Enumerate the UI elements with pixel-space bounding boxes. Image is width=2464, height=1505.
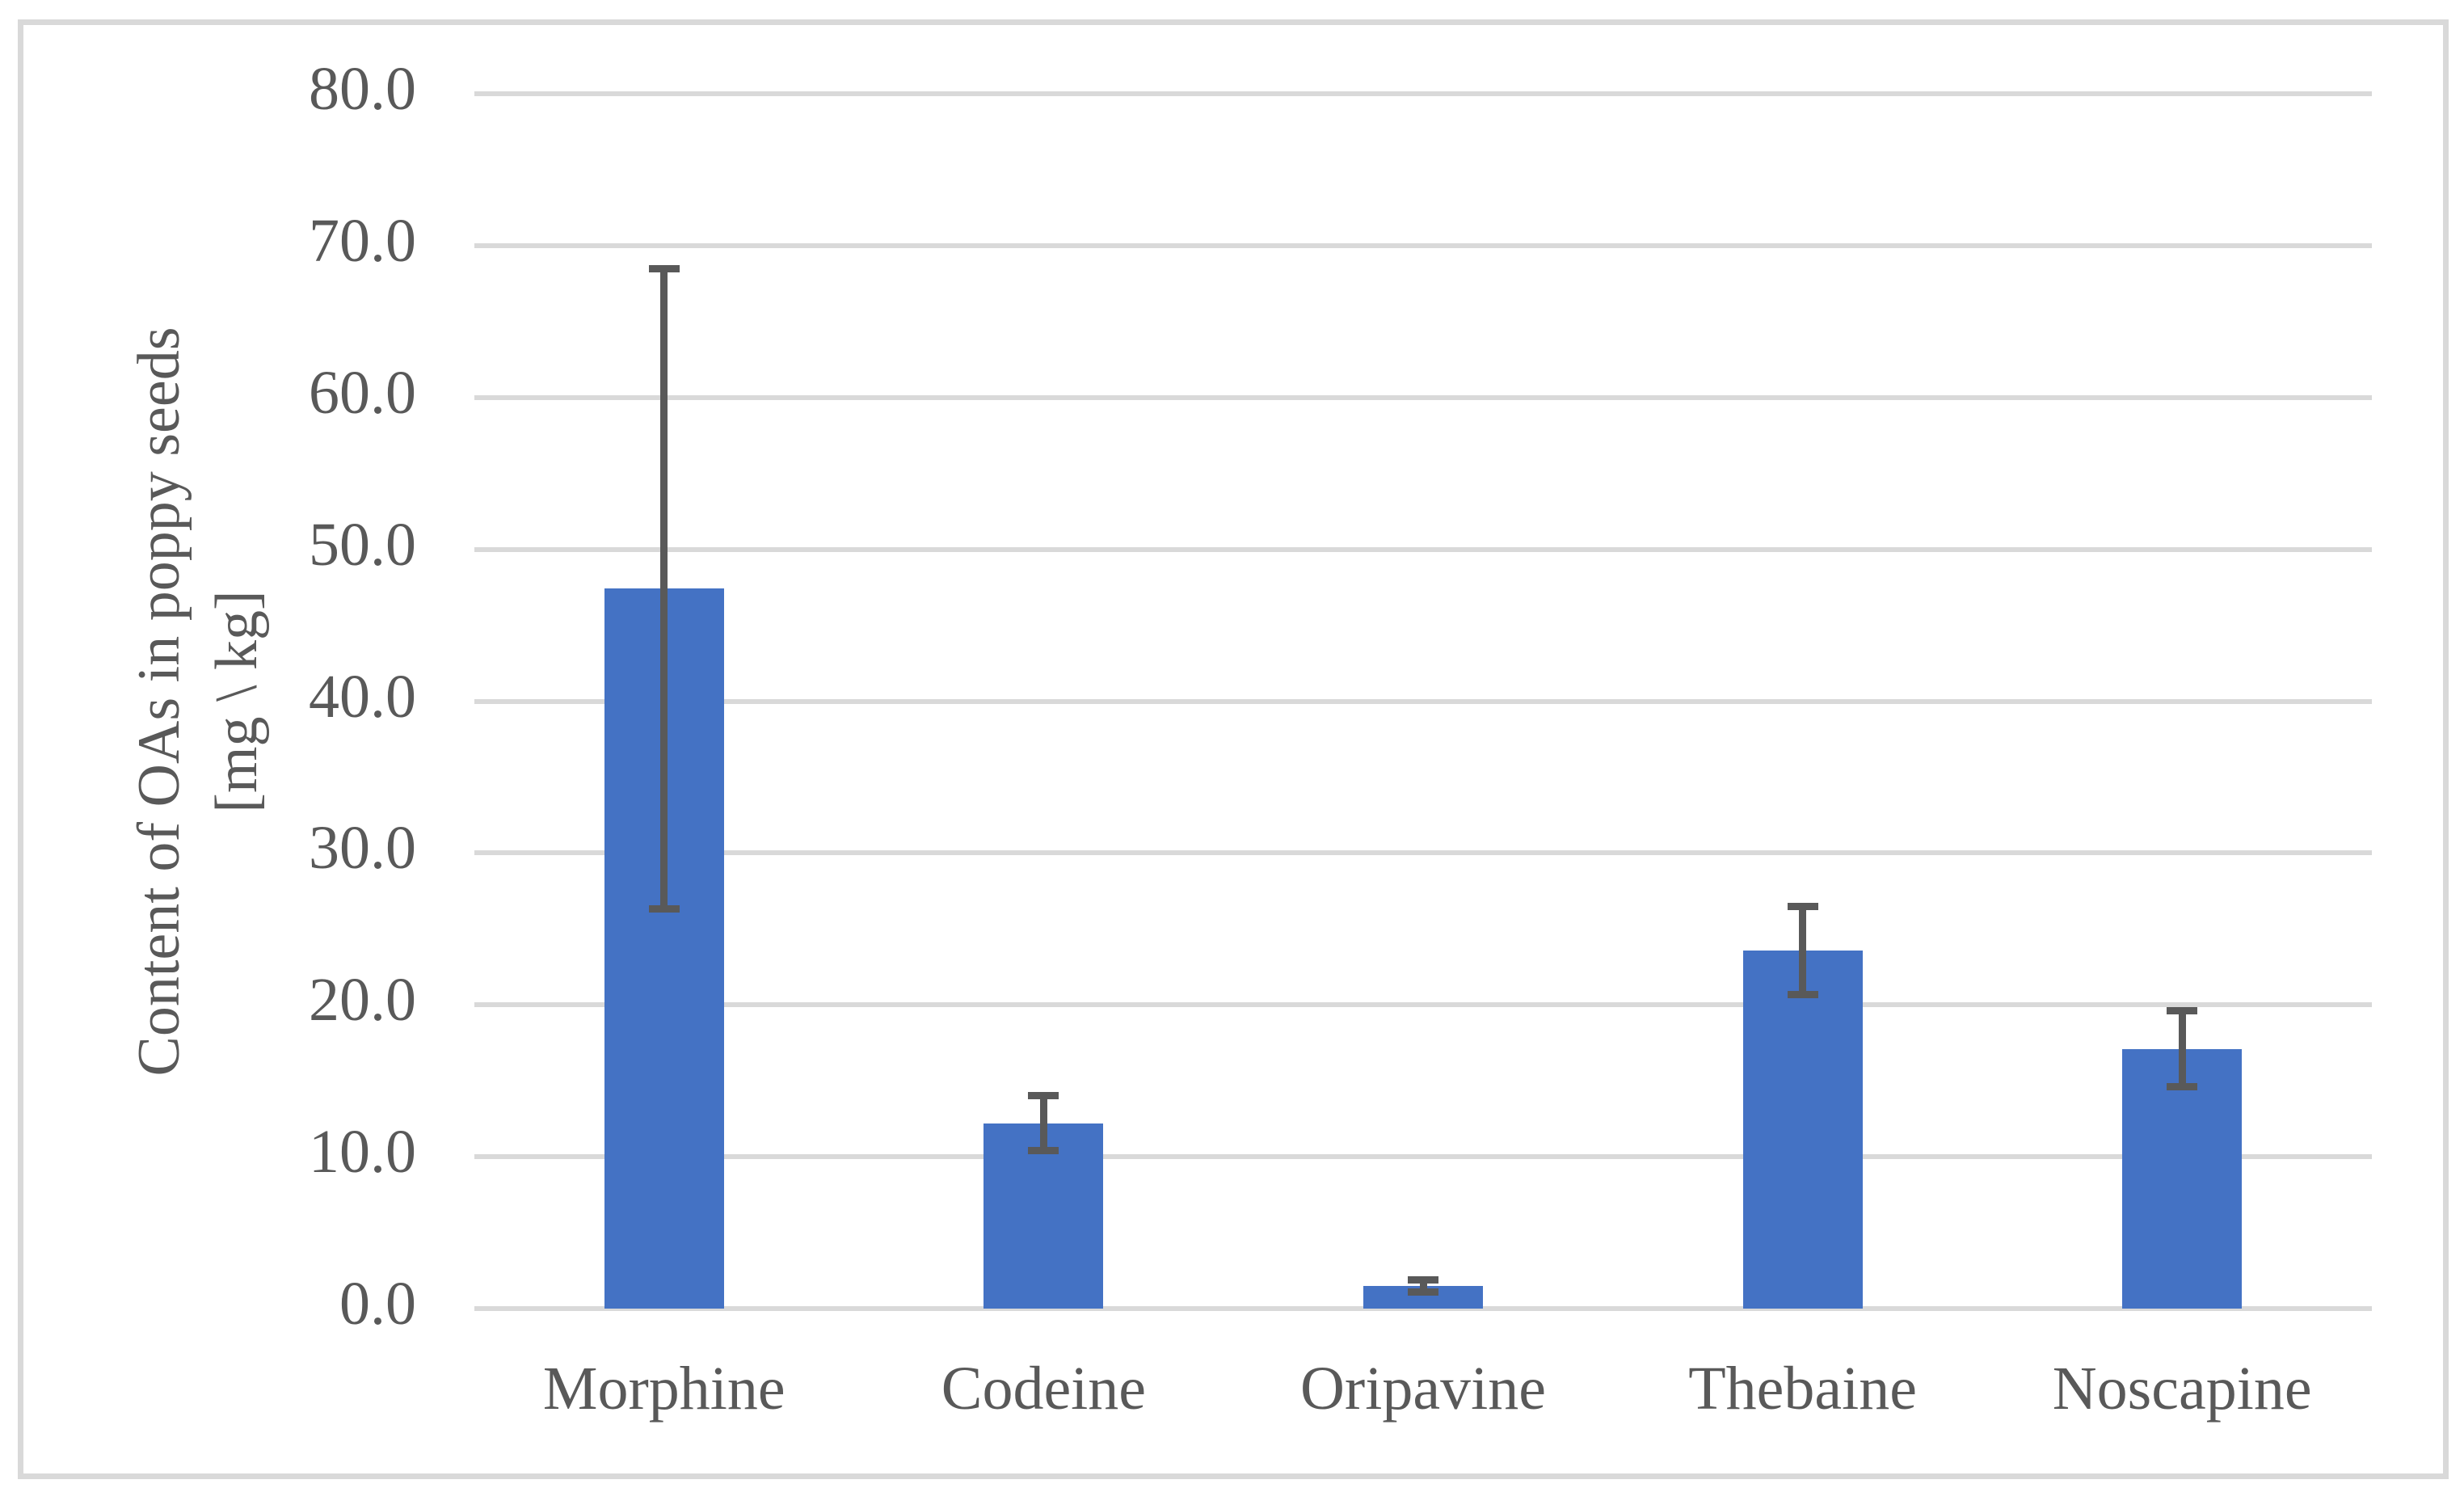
y-axis-title-line2: [mg \ kg] — [204, 590, 270, 813]
error-bar-line-oripavine — [1419, 1279, 1427, 1292]
error-bar-line-codeine — [1039, 1095, 1047, 1151]
error-bar-cap-bottom-thebaine — [1787, 990, 1818, 998]
y-tick-label-10: 10.0 — [309, 1118, 416, 1187]
y-tick-label-60: 60.0 — [309, 358, 416, 427]
error-bar-cap-bottom-morphine — [648, 905, 680, 913]
bar-noscapine — [2122, 1048, 2243, 1309]
y-tick-label-80: 80.0 — [309, 55, 416, 123]
error-bar-cap-top-oripavine — [1408, 1275, 1438, 1284]
gridline-80 — [474, 91, 2372, 96]
error-bar-cap-top-thebaine — [1787, 902, 1818, 910]
chart-border — [18, 19, 2449, 1479]
error-bar-line-noscapine — [2178, 1010, 2186, 1087]
gridline-30 — [474, 850, 2372, 856]
y-tick-label-0: 0.0 — [339, 1270, 416, 1338]
gridline-70 — [474, 242, 2372, 248]
gridline-40 — [474, 698, 2372, 704]
y-tick-label-70: 70.0 — [309, 206, 416, 275]
y-tick-label-50: 50.0 — [309, 510, 416, 579]
y-tick-label-40: 40.0 — [309, 662, 416, 731]
x-category-label-thebaine: Thebaine — [1688, 1355, 1917, 1423]
error-bar-cap-top-morphine — [648, 264, 680, 272]
y-axis-title-line1: Content of OAs in poppy seeds — [126, 327, 192, 1077]
error-bar-cap-bottom-codeine — [1028, 1147, 1059, 1155]
x-category-label-noscapine: Noscapine — [2052, 1355, 2312, 1423]
y-axis-title: Content of OAs in poppy seeds [mg \ kg] — [120, 15, 276, 1389]
error-bar-line-thebaine — [1799, 906, 1807, 995]
error-bar-cap-bottom-oripavine — [1408, 1288, 1438, 1296]
y-tick-label-30: 30.0 — [309, 814, 416, 883]
bar-thebaine — [1742, 950, 1863, 1309]
gridline-0 — [474, 1306, 2372, 1311]
gridline-10 — [474, 1154, 2372, 1160]
gridline-20 — [474, 1002, 2372, 1008]
error-bar-cap-top-noscapine — [2167, 1007, 2198, 1015]
x-category-label-codeine: Codeine — [941, 1355, 1147, 1423]
x-category-label-morphine: Morphine — [542, 1355, 786, 1423]
error-bar-line-morphine — [660, 268, 668, 909]
y-tick-label-20: 20.0 — [309, 966, 416, 1035]
gridline-60 — [474, 394, 2372, 400]
error-bar-cap-top-codeine — [1028, 1092, 1059, 1100]
gridline-50 — [474, 546, 2372, 552]
x-category-label-oripavine: Oripavine — [1300, 1355, 1546, 1423]
error-bar-cap-bottom-noscapine — [2167, 1083, 2198, 1091]
